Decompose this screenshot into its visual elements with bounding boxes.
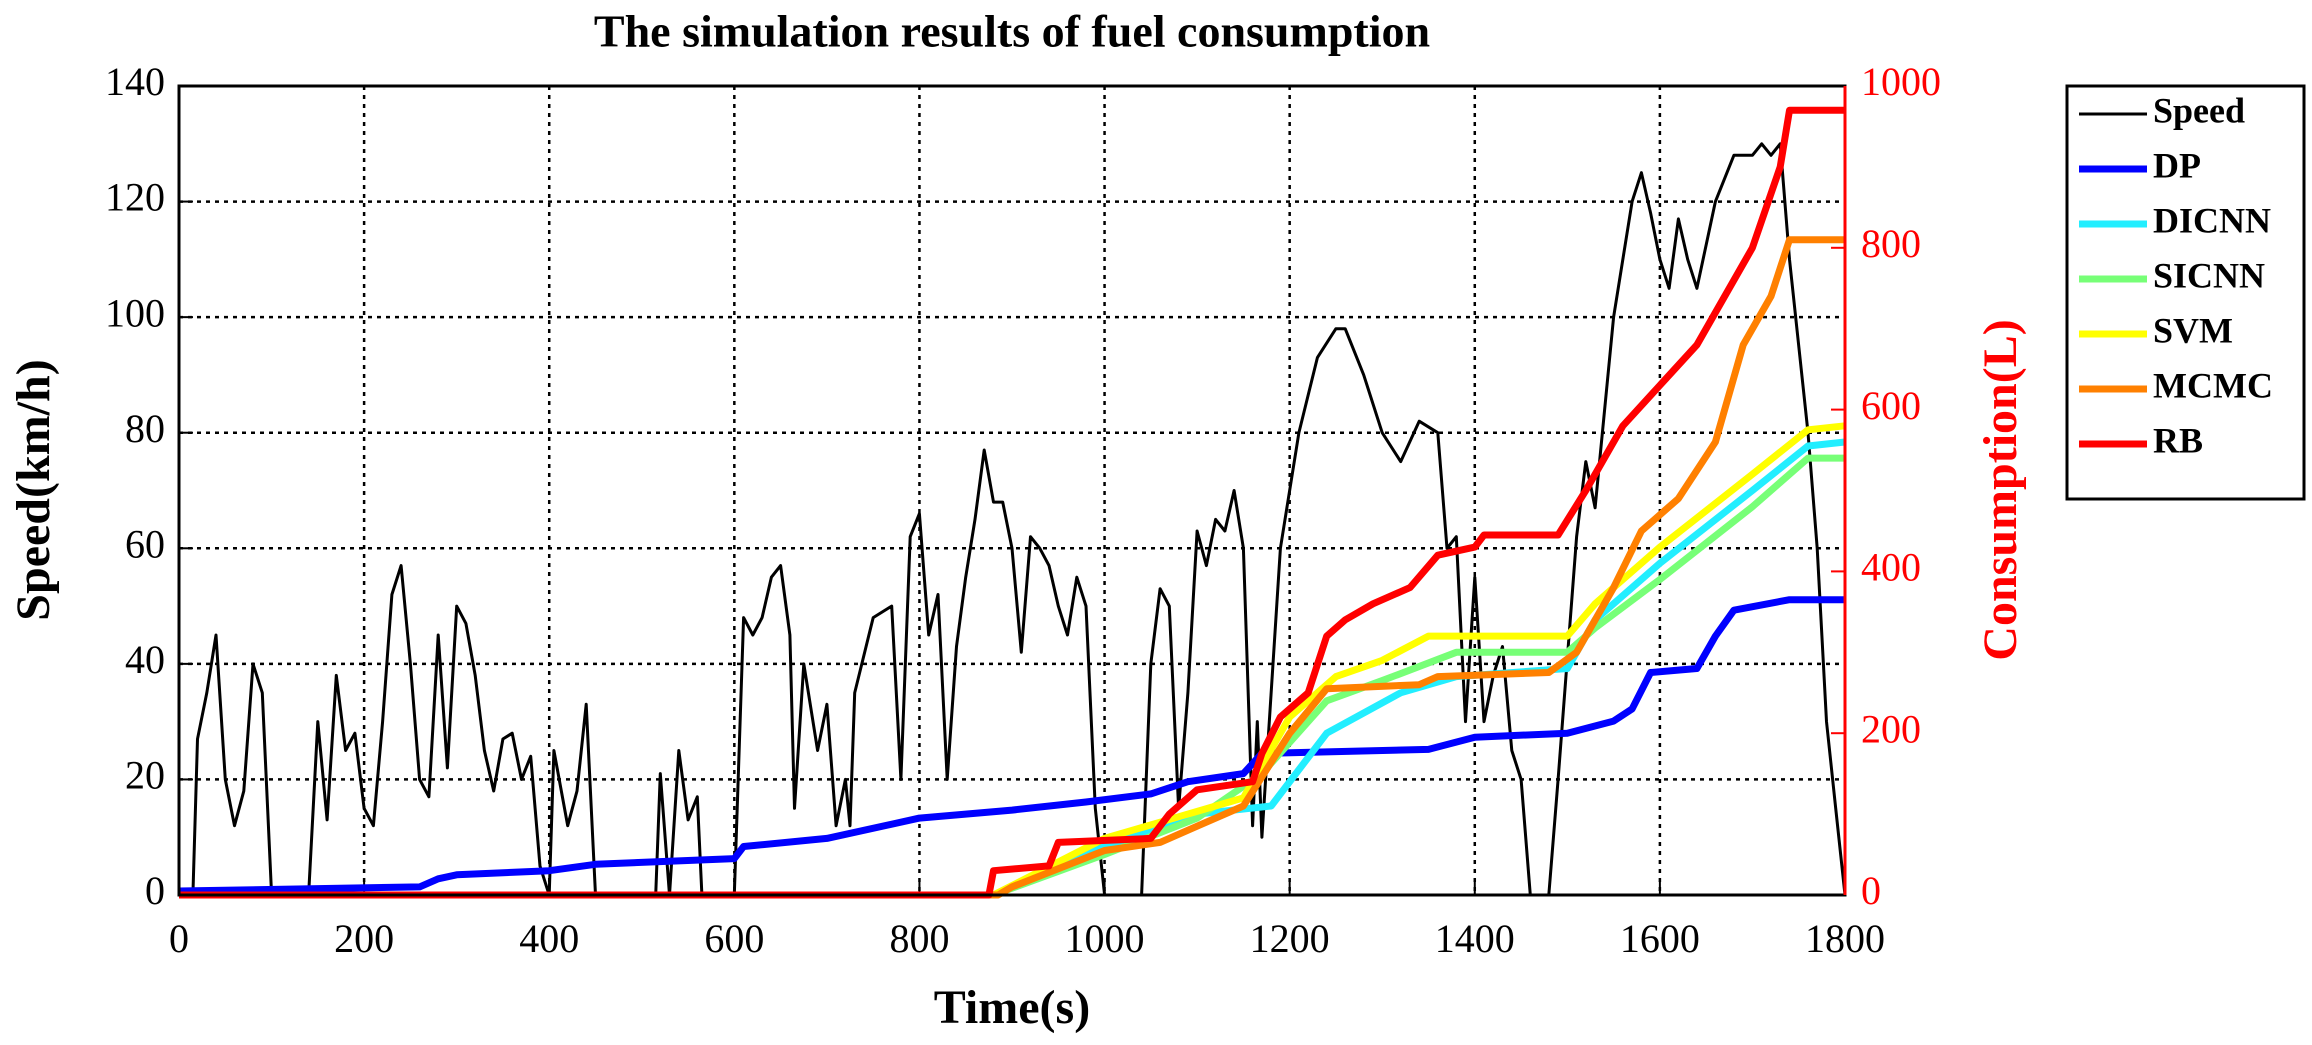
y-tick-label: 60 — [125, 521, 165, 566]
legend-label: SVM — [2153, 310, 2233, 350]
y2-tick-label: 800 — [1861, 221, 1921, 266]
x-tick-label: 800 — [889, 916, 949, 961]
x-tick-label: 1800 — [1805, 916, 1885, 961]
legend-label: RB — [2153, 420, 2203, 460]
y-tick-label: 140 — [105, 59, 165, 104]
y-tick-label: 0 — [145, 868, 165, 913]
y2-tick-label: 400 — [1861, 545, 1921, 590]
chart-title: The simulation results of fuel consumpti… — [594, 6, 1430, 57]
y-tick-label: 100 — [105, 290, 165, 335]
series-line — [179, 454, 1845, 899]
y2-tick-label: 200 — [1861, 706, 1921, 751]
x-tick-label: 400 — [519, 916, 579, 961]
x-tick-label: 1200 — [1250, 916, 1330, 961]
legend-label: DP — [2153, 145, 2201, 185]
x-tick-label: 0 — [169, 916, 189, 961]
y2-tick-label: 600 — [1861, 383, 1921, 428]
y2-tick-label: 0 — [1861, 868, 1881, 913]
x-tick-label: 1000 — [1065, 916, 1145, 961]
series-line — [179, 422, 1846, 899]
y-tick-label: 40 — [125, 637, 165, 682]
y2-axis-label: Consumption(L) — [1974, 319, 2027, 660]
y-tick-label: 80 — [125, 406, 165, 451]
x-tick-label: 600 — [704, 916, 764, 961]
y2-tick-label: 1000 — [1861, 59, 1941, 104]
series-line — [179, 106, 1845, 899]
y-axis-label: Speed(km/h) — [7, 359, 60, 620]
y-tick-label: 120 — [105, 175, 165, 220]
y-tick-label: 20 — [125, 753, 165, 798]
x-tick-label: 1600 — [1620, 916, 1700, 961]
legend-label: SICNN — [2153, 255, 2265, 295]
legend-box — [2065, 84, 2306, 501]
legend-label: DICNN — [2153, 200, 2271, 240]
x-tick-label: 200 — [334, 916, 394, 961]
legend-label: MCMC — [2153, 365, 2273, 405]
series-line — [179, 438, 1846, 899]
series-line — [179, 236, 1845, 899]
legend-label: Speed — [2153, 90, 2245, 130]
series-line — [178, 596, 1845, 895]
x-tick-label: 1400 — [1435, 916, 1515, 961]
series-line — [179, 142, 1847, 897]
x-axis-label: Time(s) — [934, 981, 1090, 1034]
